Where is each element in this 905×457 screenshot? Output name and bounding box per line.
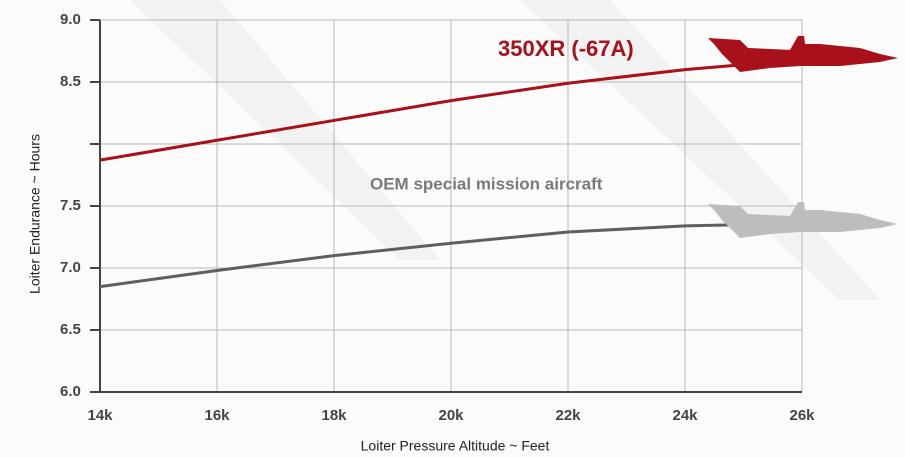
x-tick-label: 22k bbox=[555, 407, 581, 424]
x-axis-label: Loiter Pressure Altitude ~ Feet bbox=[361, 438, 550, 454]
series-label: 350XR (-67A) bbox=[498, 36, 634, 61]
x-tick-label: 20k bbox=[438, 407, 464, 424]
chart: 9.08.57.57.06.56.014k16k18k20k22k24k26k … bbox=[0, 0, 905, 457]
y-axis-label: Loiter Endurance ~ Hours bbox=[27, 134, 43, 294]
y-tick-label: 6.5 bbox=[60, 321, 81, 338]
y-tick-label: 9.0 bbox=[60, 11, 81, 28]
series-label: OEM special mission aircraft bbox=[370, 174, 603, 193]
x-tick-label: 18k bbox=[321, 407, 347, 424]
y-tick-label: 8.5 bbox=[60, 73, 81, 90]
y-tick-label: 6.0 bbox=[60, 383, 81, 400]
y-tick-label: 7.5 bbox=[60, 197, 81, 214]
x-tick-label: 24k bbox=[672, 407, 698, 424]
x-tick-label: 16k bbox=[204, 407, 230, 424]
y-tick-label: 7.0 bbox=[60, 259, 81, 276]
x-tick-label: 26k bbox=[789, 407, 815, 424]
x-tick-label: 14k bbox=[87, 407, 113, 424]
